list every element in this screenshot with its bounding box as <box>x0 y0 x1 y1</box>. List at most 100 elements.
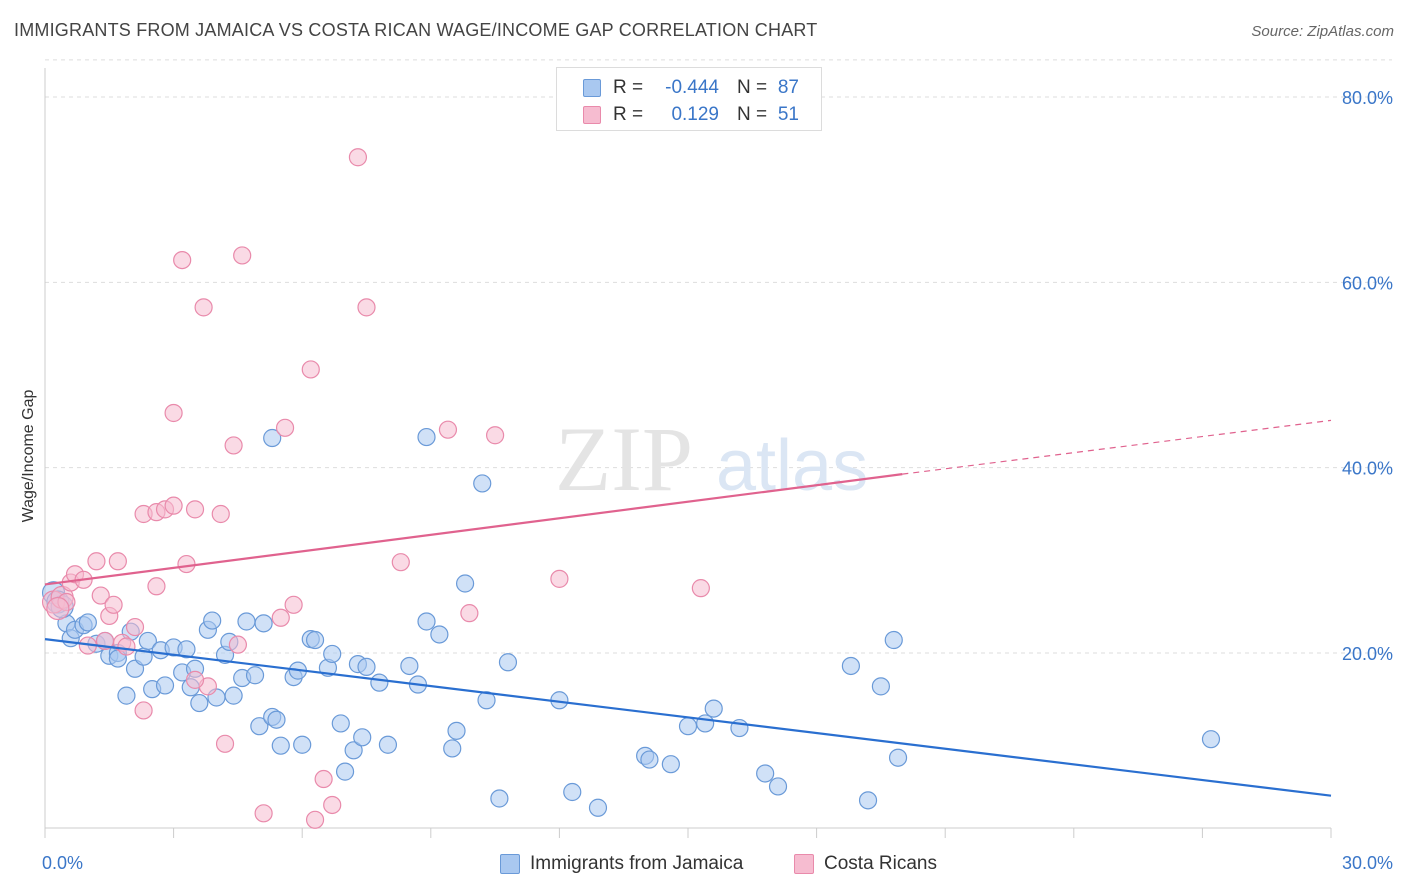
legend-row-costa-rica: R = 0.129 N = 51 <box>557 101 821 127</box>
data-point <box>147 577 166 596</box>
data-point <box>430 625 449 644</box>
data-point <box>254 614 273 633</box>
series-blue <box>41 427 1221 817</box>
legend-swatch-costa-rica <box>583 106 601 124</box>
data-point <box>640 750 659 769</box>
data-point <box>314 769 333 789</box>
legend-r-value: -0.444 <box>665 77 719 98</box>
data-point <box>490 789 509 808</box>
data-point <box>177 640 196 659</box>
data-point <box>678 717 698 736</box>
data-point <box>164 403 183 423</box>
data-point <box>224 686 243 705</box>
data-point <box>125 617 145 637</box>
data-point <box>443 739 462 758</box>
data-point <box>331 714 350 733</box>
data-point <box>155 676 175 695</box>
data-point <box>438 420 458 439</box>
data-point <box>704 699 723 718</box>
data-point <box>301 360 320 379</box>
data-point <box>563 782 582 802</box>
data-point <box>254 804 273 823</box>
data-point <box>46 596 70 621</box>
x-tick-label-max: 30.0% <box>1342 853 1393 873</box>
data-point <box>323 795 342 815</box>
bottom-legend-label-jamaica: Immigrants from Jamaica <box>530 853 744 874</box>
legend-n-value: 87 <box>777 77 799 98</box>
legend-n-value: 51 <box>777 104 799 125</box>
bottom-legend-label-costa-rica: Costa Ricans <box>824 853 937 874</box>
data-point <box>91 586 110 605</box>
data-point <box>550 569 569 588</box>
data-point <box>87 552 106 571</box>
legend-swatch-jamaica <box>583 79 601 97</box>
data-point <box>447 721 466 740</box>
data-point <box>357 298 376 317</box>
data-point <box>768 777 788 796</box>
data-point <box>305 630 325 650</box>
data-point <box>173 250 192 270</box>
data-point <box>275 418 295 437</box>
data-point <box>271 736 290 755</box>
data-point <box>460 604 479 623</box>
data-point <box>344 741 363 760</box>
data-point <box>138 631 157 651</box>
data-point <box>211 504 230 524</box>
data-point <box>108 552 127 571</box>
source-credit: Source: ZipAtlas.com <box>1251 23 1394 40</box>
y-tick-label: 20.0% <box>1342 644 1393 664</box>
data-point <box>348 148 368 167</box>
data-point <box>185 670 205 689</box>
data-point <box>263 428 282 448</box>
chart-title: IMMIGRANTS FROM JAMAICA VS COSTA RICAN W… <box>14 20 818 40</box>
data-point <box>871 677 891 696</box>
source-name: ZipAtlas.com <box>1307 23 1394 40</box>
legend-n-label: N = <box>737 77 768 98</box>
data-point <box>228 635 247 654</box>
data-point <box>378 735 398 754</box>
data-point <box>391 553 410 572</box>
data-point <box>661 755 680 774</box>
data-point <box>370 673 389 692</box>
data-point <box>117 637 136 656</box>
data-point <box>696 714 715 733</box>
y-tick-label: 40.0% <box>1342 459 1393 479</box>
data-point <box>335 762 355 781</box>
data-point <box>271 608 290 627</box>
data-point <box>858 791 878 810</box>
y-tick-label: 80.0% <box>1342 88 1393 108</box>
data-point <box>250 717 269 736</box>
data-point <box>486 426 505 445</box>
legend-n-label: N = <box>737 104 768 125</box>
legend-r-label: R = <box>613 77 644 98</box>
data-point <box>884 630 903 650</box>
data-point <box>305 810 325 829</box>
y-tick-label: 60.0% <box>1342 273 1393 293</box>
watermark-zip: ZIP <box>555 408 693 510</box>
data-point <box>203 611 222 630</box>
data-point <box>473 474 492 493</box>
trend-line-pink <box>44 473 903 586</box>
data-point <box>284 595 303 614</box>
data-point <box>400 656 419 676</box>
data-point <box>417 427 436 447</box>
data-point <box>588 798 608 817</box>
trend-line-pink-extension <box>902 419 1332 475</box>
legend-row-jamaica: R = -0.444 N = 87 <box>557 74 821 100</box>
source-prefix: Source: <box>1251 23 1308 40</box>
data-point <box>1201 730 1221 749</box>
legend-r-label: R = <box>613 104 644 125</box>
bottom-legend-swatch-costa-rica <box>794 854 814 874</box>
data-point <box>117 686 136 705</box>
data-point <box>267 710 286 729</box>
data-point <box>104 595 123 614</box>
y-axis-label: Wage/Income Gap <box>20 390 37 523</box>
x-tick-label-min: 0.0% <box>42 853 83 873</box>
trend-line-blue <box>44 638 1332 797</box>
data-point <box>417 612 436 631</box>
data-point <box>888 748 908 767</box>
data-point <box>353 728 372 747</box>
data-point <box>164 496 183 515</box>
bottom-legend-swatch-jamaica <box>500 854 520 874</box>
